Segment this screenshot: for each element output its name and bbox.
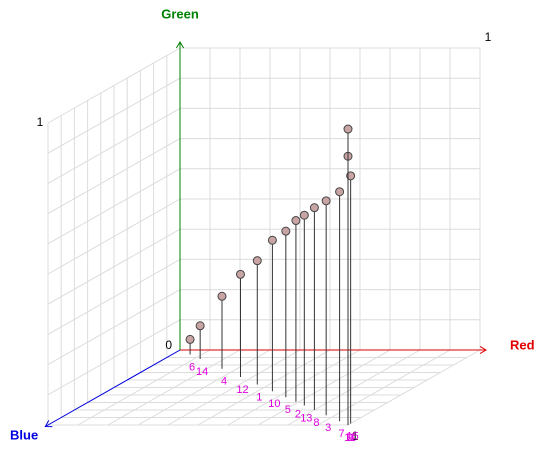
axis-arrow	[479, 345, 487, 355]
point-label: 7	[339, 428, 345, 440]
grid-line	[47, 77, 181, 154]
grid-line	[287, 349, 421, 426]
point-label: 2	[295, 409, 301, 421]
y-axis-title: Green	[161, 6, 199, 21]
grid-line	[227, 349, 361, 426]
point-label: 4	[221, 376, 227, 388]
point-label: 11	[344, 432, 355, 444]
grid	[47, 47, 481, 426]
grid-line	[47, 47, 181, 124]
grid-line	[47, 107, 181, 184]
axis-line	[45, 349, 181, 427]
point-label: 9	[347, 432, 353, 444]
point	[309, 203, 319, 213]
grid-line	[47, 168, 181, 245]
point-label: 3	[325, 422, 331, 434]
point	[335, 187, 345, 197]
x-max-label: 1	[485, 30, 492, 44]
point	[299, 210, 309, 220]
y-max-label: 1	[37, 115, 44, 129]
point	[195, 321, 205, 331]
point-label: 8	[313, 417, 319, 429]
point-label: 14	[196, 366, 208, 378]
point	[217, 291, 227, 301]
point	[281, 226, 291, 236]
point-label: 12	[236, 384, 248, 396]
point-label: 6	[189, 361, 195, 373]
grid-line	[47, 138, 181, 215]
axis-min-label: 0	[165, 338, 172, 352]
point	[343, 124, 353, 134]
point	[235, 269, 245, 279]
point-label: 13	[300, 412, 312, 424]
z-max-label: 1	[352, 429, 359, 443]
point	[267, 235, 277, 245]
point	[321, 196, 331, 206]
point	[252, 256, 262, 266]
z-axis-title: Blue	[10, 427, 38, 442]
grid-line	[47, 198, 181, 275]
grid-line	[347, 349, 481, 426]
point	[185, 334, 195, 344]
axis-arrow	[175, 40, 185, 49]
point-label: 10	[268, 398, 280, 410]
axis-arrow	[44, 420, 53, 428]
grid-line	[257, 349, 391, 426]
point-label: 5	[285, 404, 291, 416]
point	[291, 216, 301, 226]
point-label: 15	[347, 430, 359, 442]
point-label: 1	[256, 391, 262, 403]
point	[346, 171, 356, 181]
x-axis-title: Red	[510, 337, 535, 352]
